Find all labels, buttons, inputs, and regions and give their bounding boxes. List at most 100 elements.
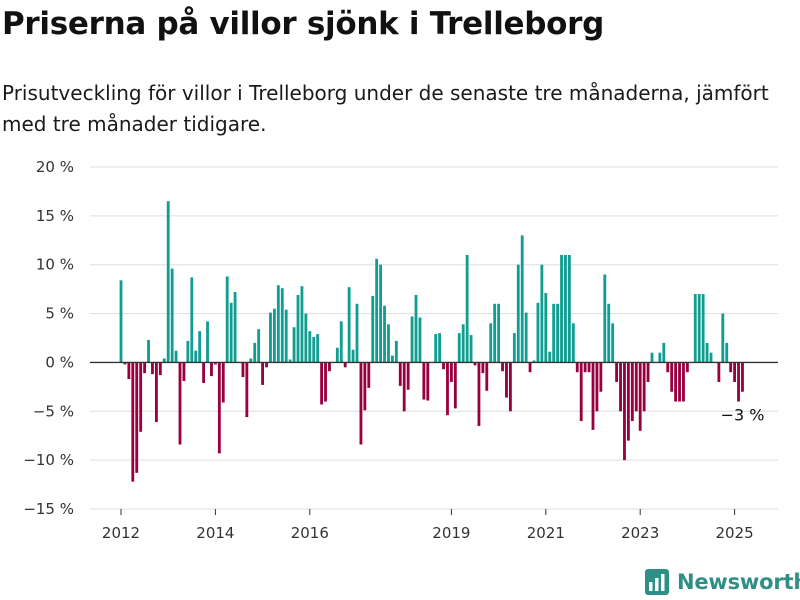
bar	[630, 362, 634, 422]
bar	[339, 321, 343, 363]
bar	[147, 339, 150, 363]
bar	[556, 303, 560, 363]
bar	[154, 362, 158, 423]
bar	[638, 362, 642, 431]
bar	[461, 324, 465, 363]
bar	[198, 331, 202, 363]
bar	[174, 350, 178, 363]
bar	[288, 359, 292, 363]
bar	[304, 313, 308, 363]
bar	[733, 362, 737, 382]
bar	[528, 362, 532, 373]
bar	[701, 294, 705, 363]
bar	[642, 362, 646, 412]
newsworthy-logo-icon	[645, 569, 669, 595]
bar	[619, 362, 622, 412]
bar	[414, 295, 418, 363]
bar	[721, 313, 725, 363]
bar	[449, 362, 453, 382]
bar	[674, 362, 678, 402]
bar	[489, 323, 493, 363]
bar	[186, 340, 190, 363]
chart-subtitle: Prisutveckling för villor i Trelleborg u…	[2, 81, 769, 136]
bar	[697, 294, 701, 363]
bar	[418, 317, 422, 363]
bar	[587, 362, 591, 373]
bar	[257, 329, 261, 363]
bar	[387, 324, 390, 363]
bar	[603, 274, 607, 363]
bar	[501, 362, 504, 372]
bar	[347, 287, 351, 363]
bar	[383, 305, 386, 363]
bar	[662, 342, 666, 363]
bar	[312, 337, 316, 363]
last-value-label: −3 %	[721, 406, 765, 425]
bar	[351, 349, 355, 363]
bar	[335, 347, 339, 363]
bar	[512, 333, 516, 363]
bar	[544, 293, 548, 363]
bar	[666, 362, 670, 373]
x-tick-label: 2021	[527, 524, 565, 542]
bar	[229, 302, 233, 363]
bar	[296, 295, 300, 363]
bar	[328, 362, 331, 372]
y-axis-ticks: 20 % 15 % 10 % 5 % 0 % −5 % −10 % −15 %	[23, 158, 74, 518]
bar	[709, 352, 713, 363]
bar	[206, 321, 209, 363]
y-tick-label: 20 %	[36, 158, 74, 176]
bar	[567, 254, 571, 363]
bar	[615, 362, 619, 382]
bar	[422, 362, 426, 400]
bar	[241, 362, 245, 378]
bar	[202, 362, 206, 383]
bar	[670, 362, 674, 392]
bar	[442, 362, 445, 370]
bar	[194, 350, 198, 363]
bar	[571, 323, 575, 363]
bar	[233, 292, 237, 363]
y-tick-label: −10 %	[23, 451, 74, 469]
bar	[394, 340, 398, 363]
bar	[210, 362, 213, 377]
bar	[481, 362, 485, 374]
bar	[634, 362, 638, 412]
bar	[497, 303, 501, 363]
bar	[705, 342, 709, 363]
bar	[693, 294, 697, 363]
bar	[532, 360, 536, 363]
bar	[272, 308, 276, 363]
bar	[595, 362, 599, 412]
bar	[280, 288, 284, 363]
bar	[166, 201, 170, 363]
bar	[410, 316, 414, 363]
bar	[143, 362, 147, 374]
bar	[217, 362, 221, 454]
x-tick-label: 2012	[102, 524, 140, 542]
y-tick-label: −5 %	[33, 402, 74, 420]
gridlines	[90, 166, 778, 510]
bar	[658, 352, 662, 363]
bar	[626, 362, 630, 441]
bar	[453, 362, 457, 409]
bar	[284, 309, 288, 363]
bar	[170, 268, 174, 363]
bar	[178, 362, 182, 445]
bar	[363, 362, 367, 411]
bar	[540, 264, 544, 363]
bar	[343, 362, 347, 368]
bar	[253, 342, 257, 363]
brand-name: Newsworthy	[677, 570, 800, 594]
y-tick-label: 15 %	[36, 207, 74, 225]
bar	[127, 362, 131, 380]
bar	[469, 335, 473, 363]
bar	[682, 362, 685, 402]
bar	[485, 362, 489, 391]
bar	[536, 302, 540, 363]
bar	[162, 358, 166, 363]
bar	[249, 358, 253, 363]
bar	[402, 362, 406, 412]
bar	[465, 254, 469, 363]
bars	[119, 201, 744, 482]
